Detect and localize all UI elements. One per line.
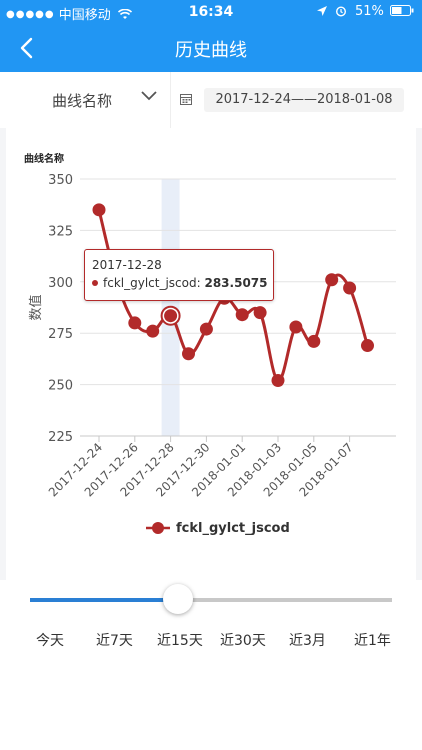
curve-name-select[interactable]: 曲线名称 [0,72,171,128]
data-point [307,334,321,348]
range-option-30d[interactable]: 近30天 [220,633,266,649]
carrier-info: ●●●●● 中国移动 [6,4,132,23]
navigation-bar: 历史曲线 [0,24,422,72]
chart-card [6,128,416,580]
y-tick-label: 275 [48,327,73,342]
status-time: 16:34 [188,4,234,20]
data-point [182,347,195,361]
range-slider-thumb[interactable] [163,584,194,614]
location-arrow-icon [316,6,327,16]
range-slider-fill [30,598,179,602]
date-range-value: 2017-12-24——2018-01-08 [204,88,404,112]
range-slider-track[interactable] [30,598,392,602]
curve-name-select-label: 曲线名称 [52,92,113,110]
y-tick-label: 250 [48,379,73,394]
wifi-icon [117,8,132,19]
back-button[interactable] [12,32,40,64]
range-option-15d[interactable]: 近15天 [157,633,203,649]
range-option-1y[interactable]: 近1年 [354,633,391,649]
data-point [361,339,374,353]
chevron-down-icon [141,91,157,101]
tooltip-date: 2017-12-28 [92,258,162,272]
tooltip-series-label: fckl_gylct_jscod: [103,276,201,290]
legend-label: fckl_gylct_jscod [176,520,290,536]
y-tick-label: 225 [48,430,73,445]
carrier-name: 中国移动 [58,8,111,23]
range-option-7d[interactable]: 近7天 [96,633,133,649]
battery-icon [390,5,414,16]
chevron-left-icon [20,37,33,59]
series-line [97,209,369,382]
data-point [343,281,357,295]
data-point [271,373,285,387]
alarm-icon [335,6,346,17]
data-point [128,316,142,330]
tooltip-value: 283.5075 [204,276,268,290]
battery-percent: 51% [354,4,384,19]
data-point [92,203,106,217]
page-title: 历史曲线 [175,40,247,61]
data-point [325,273,339,287]
range-option-3m[interactable]: 近3月 [289,633,326,649]
y-tick-label: 350 [48,173,73,188]
y-tick-label: 300 [48,276,73,291]
status-right: 51% [316,4,414,19]
data-point [146,324,160,338]
legend-marker [146,522,170,534]
data-point [235,308,249,322]
line-chart[interactable]: 曲线名称数值2252502753003253502017-12-242017-1… [0,0,422,520]
status-bar: ●●●●● 中国移动 16:34 51% [0,0,422,24]
chart-title: 曲线名称 [24,152,64,165]
data-point [253,306,267,320]
chart-legend[interactable]: fckl_gylct_jscod [146,520,290,536]
chart-tooltip: 2017-12-28 fckl_gylct_jscod: 283.5075 [84,249,274,301]
data-point [164,309,178,323]
signal-icon: ●●●●● [6,9,55,20]
calendar-icon [180,94,192,105]
y-tick-label: 325 [48,224,73,239]
range-option-today[interactable]: 今天 [36,633,64,649]
y-axis-label: 数值 [28,294,44,320]
data-point [289,320,303,334]
tooltip-series-dot [92,280,98,286]
filter-bar: 曲线名称 2017-12-24——2018-01-08 [0,72,422,129]
data-point [199,322,213,336]
tooltip-row: fckl_gylct_jscod: 283.5075 [92,276,268,290]
